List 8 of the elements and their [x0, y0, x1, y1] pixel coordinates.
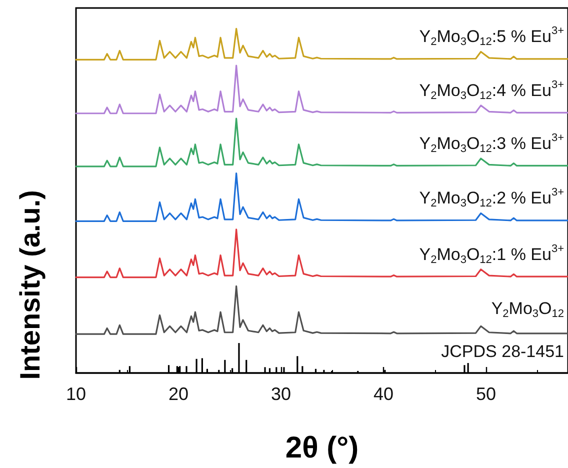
x-tick-label: 40	[373, 384, 394, 404]
x-tick-label: 20	[168, 384, 189, 404]
x-tick-label: 10	[66, 384, 86, 404]
series-label: JCPDS 28-1451	[441, 342, 564, 361]
x-tick-label: 50	[476, 384, 496, 404]
x-tick-label: 30	[270, 384, 292, 404]
y-axis-title: Intensity (a.u.)	[14, 190, 46, 380]
x-axis-title: 2θ (°)	[285, 432, 359, 464]
